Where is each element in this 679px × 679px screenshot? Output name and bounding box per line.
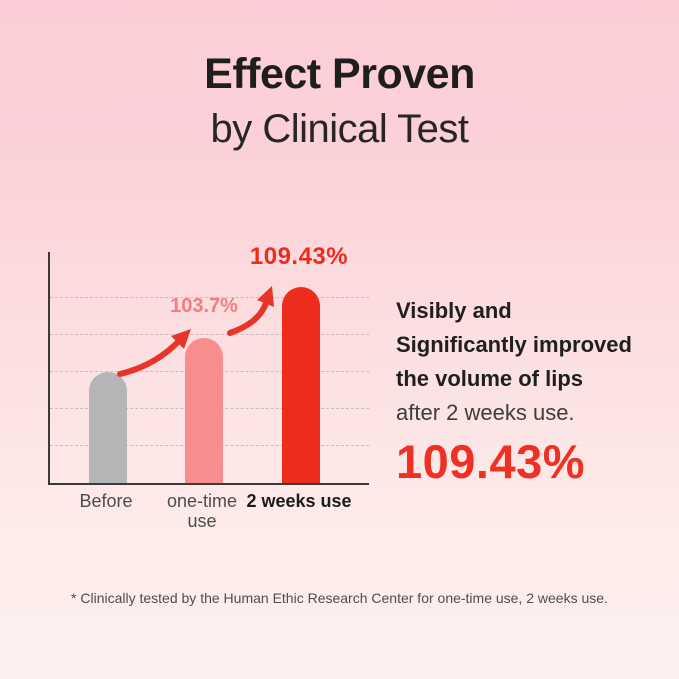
bar-one-time-use [185,338,223,483]
gridline [50,297,369,298]
result-callout: Visibly and Significantly improved the v… [396,294,664,489]
bar-2-weeks-use [282,287,320,483]
x-tick-text: use [187,511,217,531]
title-line-1: Effect Proven [204,50,475,98]
x-tick-text: 2 weeks use [246,491,352,511]
x-axis-labels: Before one-time use 2 weeks use [48,491,367,535]
growth-arrow-icon [227,286,274,336]
x-tick-one-time-use: one-time use [154,491,250,531]
bar-value-label-one-time: 103.7% [170,295,238,317]
callout-regular-line: after 2 weeks use. [396,400,575,425]
bar-value-label-2-weeks: 109.43% [249,243,349,270]
x-tick-2-weeks-use: 2 weeks use [239,491,359,511]
footnote: * Clinically tested by the Human Ethic R… [71,590,608,606]
growth-arrows [117,286,274,377]
bar-before [89,372,127,483]
title-line-2: by Clinical Test [210,107,469,151]
callout-bold-line-2: Significantly improved [396,332,632,357]
growth-arrow-icon [117,329,191,377]
callout-highlight-value: 109.43% [396,435,586,488]
bar-chart: 103.7% 109.43% [48,243,369,485]
gridline [50,334,369,335]
x-tick-before: Before [58,491,154,511]
callout-bold-line-3: the volume of lips [396,366,584,391]
callout-bold-line-1: Visibly and [396,298,512,323]
x-tick-text: one-time [166,491,238,511]
x-tick-text: Before [79,491,133,511]
page-title: Effect Proven by Clinical Test [0,50,679,152]
